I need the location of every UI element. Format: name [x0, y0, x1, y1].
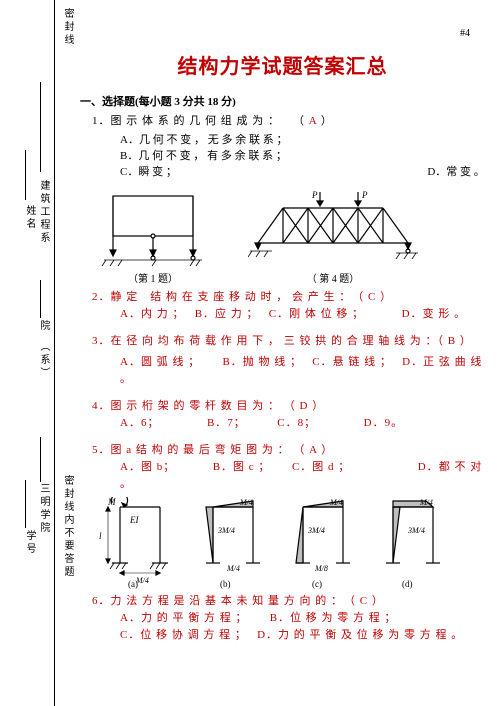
q5-answer: A	[309, 444, 317, 456]
q2-answer: C	[368, 291, 376, 303]
lbl-c-top: M/4	[329, 498, 343, 507]
lbl-d: (d)	[402, 579, 413, 589]
q2-a: A．内 力 ；	[120, 308, 179, 320]
q2-b: B．应 力 ；	[195, 308, 253, 320]
lbl-c-side: 3M/4	[307, 526, 325, 535]
q2: 2．静 定 结 构 在 支 座 移 动 时 ， 会 产 生 ： （ C ） A．…	[92, 289, 485, 323]
lbl-M: M	[107, 497, 116, 507]
q5-a: A．图 b；	[120, 461, 175, 473]
q2-c: C．刚 体 位 移 ；	[269, 308, 364, 320]
q5-stem: 5．图 a 结 构 的 最 后 弯 矩 图 为 ： （	[92, 444, 305, 456]
q4-stem: 4．图 示 桁 架 的 零 杆 数 目 为 ： （	[92, 400, 296, 412]
margin-top-seal: 密封线	[60, 8, 75, 47]
q3-answer: B	[448, 335, 456, 347]
page-number: #4	[460, 28, 470, 39]
q3-a: A．圆 弧 线 ；	[120, 356, 195, 368]
q3: 3．在 径 向 均 布 荷 载 作 用 下 ， 三 铰 拱 的 合 理 轴 线 …	[92, 333, 485, 388]
q3-b: B．抛 物 线 ；	[222, 356, 296, 368]
q1-c: C．瞬 变 ；	[120, 166, 177, 178]
q5-b: B．图 c ；	[213, 461, 271, 473]
margin-rule	[54, 0, 55, 706]
fig-row-1: （第 1 题）	[98, 188, 485, 285]
q6-c: C．位 移 协 调 方 程 ；	[120, 629, 241, 641]
q1-figure: （第 1 题）	[98, 188, 208, 285]
margin-name: 姓名	[22, 205, 37, 231]
q5-c: C．图 d ；	[292, 461, 350, 473]
q4-a: A．6；	[120, 417, 159, 429]
margin-id: 学号	[22, 530, 37, 556]
q1: 1．图 示 体 系 的 几 何 组 成 为 ： （ A ）	[92, 113, 485, 130]
svg-text:P: P	[361, 190, 368, 200]
q1-stem: 1．图 示 体 系 的 几 何 组 成 为 ： （	[92, 115, 305, 127]
q4-fig-label: （ 第 4 题）	[307, 274, 360, 285]
q6-answer: C	[360, 595, 368, 607]
q5: 5．图 a 结 构 的 最 后 弯 矩 图 为 ： （ A ） A．图 b； B…	[92, 442, 485, 493]
lbl-l1: l	[99, 531, 102, 541]
q6: 6．力 法 方 程 是 沿 基 本 未 知 量 方 向 的 ： （ C ） A．…	[92, 593, 485, 644]
q4-c: C．8；	[277, 417, 316, 429]
q6-b: B．位 移 为 零 方 程 ；	[270, 612, 397, 624]
section-heading: 一、选择题(每小题 3 分共 18 分)	[80, 93, 485, 109]
margin-faculty: 院 （系）	[36, 320, 51, 380]
margin-school: 三明学院	[36, 483, 51, 535]
q4-figure: P P （ 第 4 题）	[248, 188, 418, 285]
q1-a: A．几 何 不 变 ， 无 多 余 联 系 ；	[120, 132, 485, 148]
q1-d: D．常 变 。	[427, 166, 484, 178]
q1-fig-label: （第 1 题）	[128, 274, 178, 285]
svg-text:M/4: M/4	[419, 498, 433, 507]
q6-stem: 6．力 法 方 程 是 沿 基 本 未 知 量 方 向 的 ： （	[92, 595, 356, 607]
lbl-d-side: 3M/4	[407, 526, 425, 535]
q4-d: D．9。	[364, 417, 403, 429]
q4-answer: D	[300, 400, 309, 412]
q6-end: ）	[372, 595, 384, 607]
q3-end: ）	[460, 335, 472, 347]
page-title: 结构力学试题答案汇总	[80, 50, 485, 79]
margin-underline-4	[25, 480, 26, 528]
q1-b: B．几 何 不 变 ， 有 多 余 联 系 ；	[120, 148, 485, 164]
q1-opts: A．几 何 不 变 ， 无 多 余 联 系 ； B．几 何 不 变 ， 有 多 …	[120, 132, 485, 180]
margin-underline-1	[25, 150, 26, 200]
page-body: #4 结构力学试题答案汇总 一、选择题(每小题 3 分共 18 分) 1．图 示…	[80, 0, 485, 700]
margin-seal-note: 密封线内不要答题	[60, 475, 75, 579]
margin-underline-2	[40, 82, 41, 172]
q5-figures: M EI l M/4 M/4 3M/4 M/4 M/4 3M/4 M/8 M/4…	[90, 497, 485, 589]
q5-end: ）	[321, 444, 333, 456]
q6-d: D．力 的 平 衡 及 位 移 为 零 方 程 。	[257, 629, 463, 641]
svg-text:P: P	[311, 190, 318, 200]
q1-stem-end: ）	[321, 115, 333, 127]
lbl-EI: EI	[129, 515, 139, 525]
q6-a: A．力 的 平 衡 方 程 ；	[120, 612, 242, 624]
lbl-b-top: M/4	[239, 498, 253, 507]
q2-d: D．变 形 。	[402, 308, 466, 320]
margin-underline-5	[40, 437, 41, 482]
q1-answer: A	[309, 115, 317, 127]
q2-stem: 2．静 定 结 构 在 支 座 移 动 时 ， 会 产 生 ： （	[92, 291, 364, 303]
q3-c: C．悬 链 线 ；	[312, 356, 386, 368]
left-margin: 密封线 建筑工程系 姓名 院 （系） 三明学院 学号 密封线内不要答题	[0, 0, 80, 706]
q4-end: ）	[312, 400, 324, 412]
lbl-c: (c)	[312, 579, 322, 589]
q2-end: ）	[380, 291, 392, 303]
margin-underline-3	[40, 280, 41, 318]
q3-stem: 3．在 径 向 均 布 荷 载 作 用 下 ， 三 铰 拱 的 合 理 轴 线 …	[92, 335, 444, 347]
margin-dept: 建筑工程系	[36, 180, 51, 245]
lbl-b-side: 3M/4	[217, 526, 235, 535]
q4-b: B．7；	[207, 417, 246, 429]
q4: 4．图 示 桁 架 的 零 杆 数 目 为 ： （ D ） A．6； B．7； …	[92, 398, 485, 432]
lbl-b: (b)	[220, 579, 231, 589]
svg-text:M/8: M/8	[314, 564, 328, 573]
svg-text:M/4: M/4	[226, 564, 240, 573]
lbl-a: (a)	[128, 579, 138, 589]
